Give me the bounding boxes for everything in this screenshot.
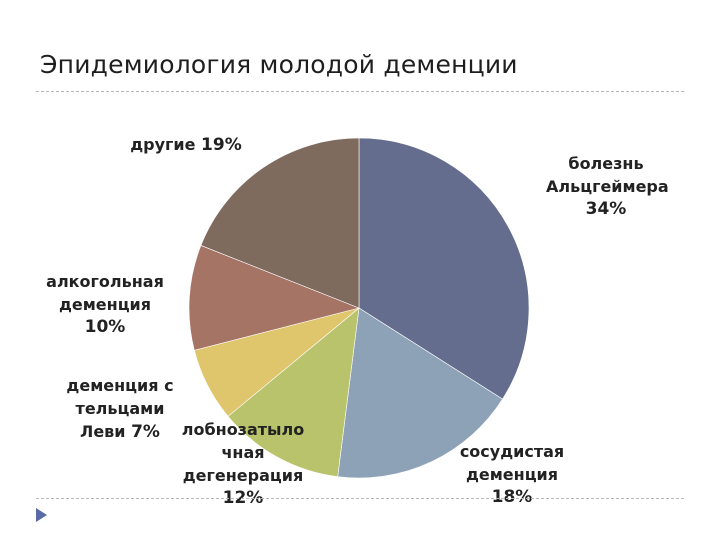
label-lewy-line1: деменция с (66, 376, 174, 395)
label-alzheimer-pct: 34% (585, 199, 627, 219)
label-lewy: деменция с тельцами Леви 7% (60, 374, 180, 444)
label-vascular-line2: деменция (465, 465, 559, 484)
label-lewy-line3: Леви (80, 422, 126, 441)
pie-slice-other (200, 137, 360, 309)
label-alcohol-pct: 10% (84, 317, 126, 337)
label-alcohol: алкогольная деменция 10% (40, 270, 170, 339)
footer-divider (36, 498, 684, 499)
title-divider (36, 91, 684, 92)
label-alzheimer: болезнь Альцгеймера 34% (546, 152, 669, 221)
slide-title: Эпидемиология молодой деменции (40, 50, 518, 79)
pie-slice-vascular (337, 307, 503, 479)
label-other: другие 19% (130, 133, 242, 157)
label-frontotemporal-line3: дегенерация (182, 466, 304, 485)
pie-slice-alcohol (188, 245, 360, 351)
pie-slice-frontotemporal (227, 307, 360, 477)
label-frontotemporal: лобнозатыло чная дегенерация 12% (180, 418, 306, 510)
label-lewy-line3-wrap: Леви 7% (60, 420, 180, 444)
pie-slice-alzheimer (358, 137, 530, 400)
label-other-pct: 19% (201, 135, 242, 155)
label-alzheimer-line1: болезнь (568, 154, 644, 173)
label-alzheimer-line2: Альцгеймера (546, 177, 669, 196)
label-lewy-pct: 7% (131, 422, 160, 442)
label-other-line1: другие (130, 135, 196, 154)
label-frontotemporal-line1: лобнозатыло (181, 420, 305, 439)
slide-corner-arrow-icon (36, 508, 47, 522)
label-frontotemporal-line2: чная (221, 443, 265, 462)
label-alcohol-line2: деменция (58, 295, 152, 314)
label-vascular: сосудистая деменция 18% (452, 440, 572, 509)
label-vascular-line1: сосудистая (459, 442, 565, 461)
label-vascular-pct: 18% (491, 487, 533, 507)
label-lewy-line2: тельцами (75, 399, 165, 418)
label-alcohol-line1: алкогольная (46, 272, 164, 291)
